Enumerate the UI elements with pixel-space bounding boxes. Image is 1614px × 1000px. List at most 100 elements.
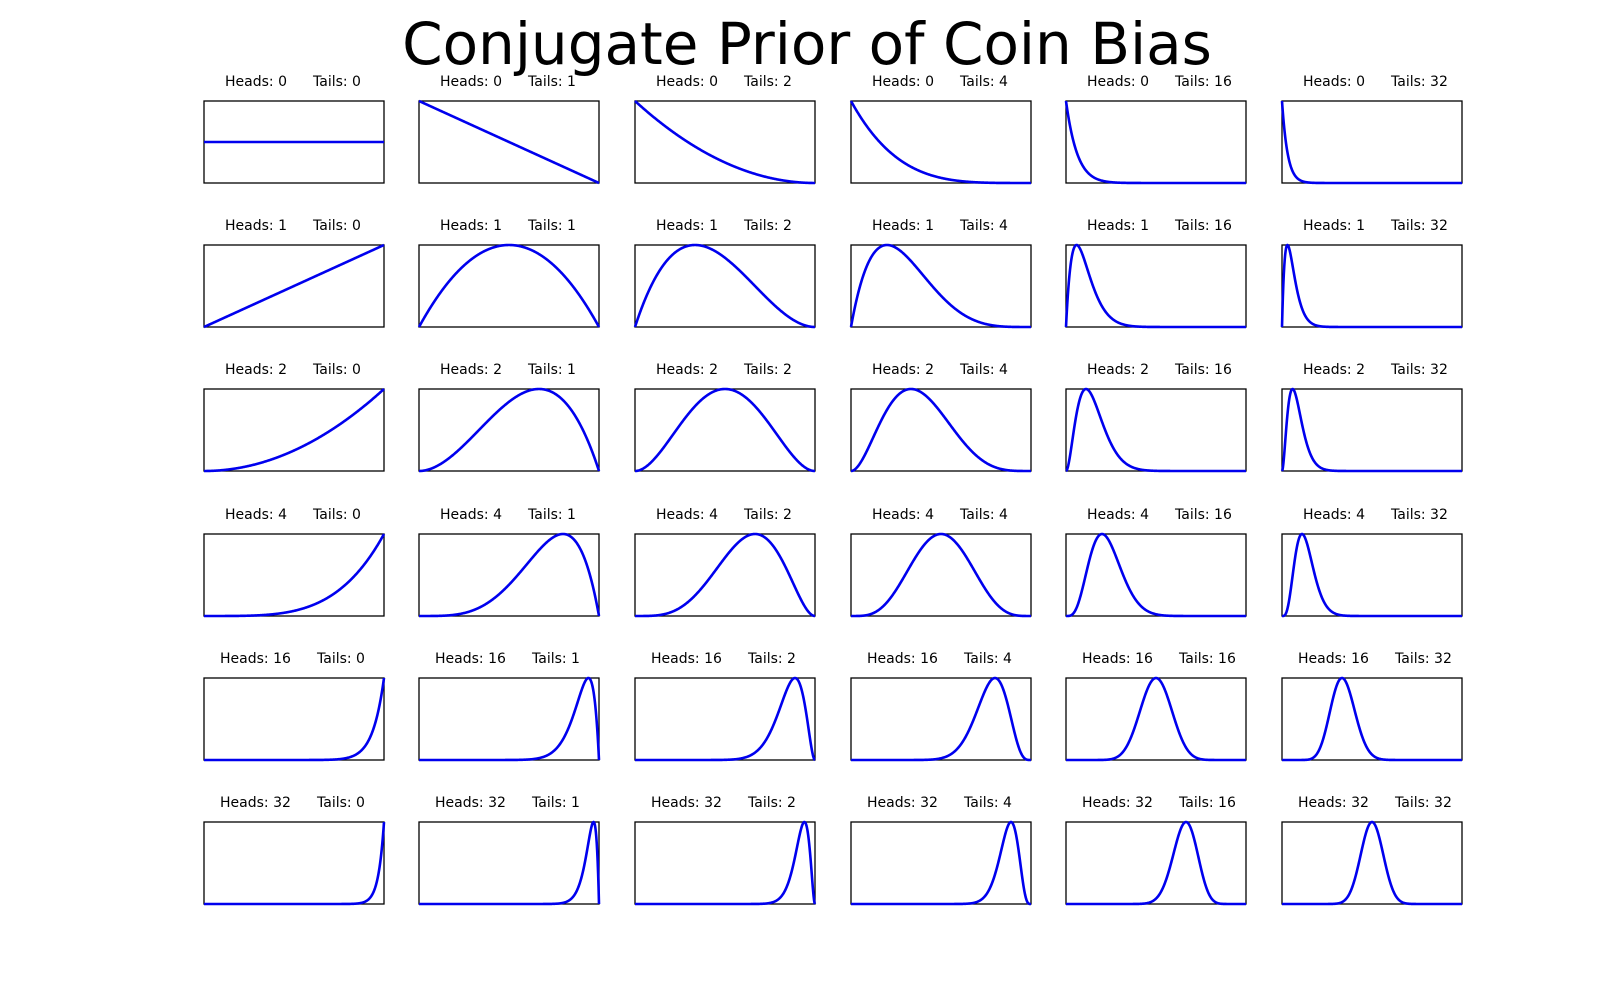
- panel: Heads: 16 Tails: 2: [634, 651, 816, 762]
- panel: Heads: 16 Tails: 0: [203, 651, 386, 762]
- panel-tails-label: Tails: 16: [1174, 74, 1232, 90]
- density-curve: [849, 100, 1032, 185]
- panel-heads-label: Heads: 0: [1303, 74, 1365, 90]
- panel-frame: [203, 388, 385, 472]
- panel-frame: [634, 388, 816, 472]
- density-curve: [850, 532, 1032, 618]
- density-curve: [634, 387, 816, 473]
- panel: Heads: 1 Tails: 16: [1064, 218, 1247, 329]
- panel-heads-label: Heads: 16: [867, 651, 938, 667]
- panel-tails-label: Tails: 4: [959, 507, 1008, 523]
- panel-frame: [1281, 821, 1463, 905]
- density-curve: [634, 676, 816, 762]
- panel: Heads: 4 Tails: 2: [634, 507, 816, 618]
- panel-tails-label: Tails: 0: [312, 218, 361, 234]
- density-curve: [203, 388, 385, 473]
- panel: Heads: 0 Tails: 2: [634, 74, 816, 185]
- panel-frame: [1065, 821, 1247, 905]
- panel-tails-label: Tails: 2: [743, 218, 792, 234]
- panel-tails-label: Tails: 32: [1390, 362, 1448, 378]
- density-curve: [1280, 100, 1463, 185]
- panel-frame: [1281, 388, 1463, 472]
- panel: Heads: 4 Tails: 4: [850, 507, 1032, 618]
- panel-heads-label: Heads: 4: [1303, 507, 1365, 523]
- panel-tails-label: Tails: 1: [531, 795, 580, 811]
- panel-heads-label: Heads: 1: [1303, 218, 1365, 234]
- panel-frame: [1281, 677, 1463, 761]
- panel: Heads: 2 Tails: 4: [850, 362, 1032, 473]
- panel-grid: Heads: 0 Tails: 0 Heads: 0 Tails: 1 Heads: 0…: [203, 74, 1463, 906]
- figure-title: Conjugate Prior of Coin Bias: [402, 10, 1212, 78]
- panel-tails-label: Tails: 4: [963, 651, 1012, 667]
- panel-heads-label: Heads: 16: [1298, 651, 1369, 667]
- panel-frame: [418, 533, 600, 617]
- panel-tails-label: Tails: 32: [1394, 651, 1452, 667]
- panel: Heads: 32 Tails: 2: [634, 795, 817, 906]
- panel: Heads: 1 Tails: 2: [633, 218, 816, 329]
- panel-frame: [418, 677, 600, 761]
- panel-heads-label: Heads: 4: [225, 507, 287, 523]
- panel: Heads: 1 Tails: 0: [203, 218, 385, 329]
- panel: Heads: 2 Tails: 1: [418, 362, 601, 473]
- density-curve: [633, 243, 816, 329]
- panel-frame: [1065, 388, 1247, 472]
- panel-heads-label: Heads: 4: [440, 507, 502, 523]
- panel-tails-label: Tails: 0: [312, 74, 361, 90]
- panel: Heads: 0 Tails: 32: [1280, 74, 1463, 185]
- panel: Heads: 16 Tails: 32: [1281, 651, 1463, 762]
- panel-tails-label: Tails: 2: [743, 74, 792, 90]
- density-curve: [418, 820, 601, 906]
- panel-heads-label: Heads: 0: [656, 74, 718, 90]
- panel: Heads: 4 Tails: 16: [1065, 507, 1247, 618]
- panel-frame: [1065, 244, 1247, 328]
- panel: Heads: 0 Tails: 1: [418, 74, 600, 185]
- panel-heads-label: Heads: 2: [1303, 362, 1365, 378]
- panel-heads-label: Heads: 32: [1298, 795, 1369, 811]
- panel-tails-label: Tails: 2: [747, 795, 796, 811]
- panel-tails-label: Tails: 4: [963, 795, 1012, 811]
- panel: Heads: 2 Tails: 16: [1065, 362, 1247, 473]
- panel-frame: [203, 821, 385, 905]
- density-curve: [203, 821, 386, 906]
- density-curve: [1280, 387, 1463, 473]
- panel: Heads: 16 Tails: 16: [1065, 651, 1247, 762]
- density-curve: [1065, 820, 1247, 906]
- density-curve: [634, 100, 816, 185]
- density-curve: [203, 243, 385, 329]
- panel-tails-label: Tails: 4: [959, 362, 1008, 378]
- panel-tails-label: Tails: 0: [312, 507, 361, 523]
- density-curve: [849, 243, 1032, 329]
- panel-tails-label: Tails: 32: [1390, 507, 1448, 523]
- panel-tails-label: Tails: 0: [316, 795, 365, 811]
- density-curve: [1280, 243, 1463, 329]
- panel: Heads: 32 Tails: 16: [1065, 795, 1247, 906]
- panel-tails-label: Tails: 1: [527, 362, 576, 378]
- panel-heads-label: Heads: 2: [656, 362, 718, 378]
- panel-tails-label: Tails: 1: [527, 507, 576, 523]
- panel-heads-label: Heads: 2: [225, 362, 287, 378]
- panel-frame: [1281, 533, 1463, 617]
- density-curve: [1281, 676, 1463, 762]
- panel-tails-label: Tails: 0: [316, 651, 365, 667]
- panel-frame: [418, 244, 600, 328]
- panel: Heads: 1 Tails: 32: [1280, 218, 1463, 329]
- panel-heads-label: Heads: 1: [656, 218, 718, 234]
- panel: Heads: 32 Tails: 1: [418, 795, 601, 906]
- panel-frame: [850, 821, 1032, 905]
- panel-heads-label: Heads: 1: [872, 218, 934, 234]
- panel: Heads: 0 Tails: 4: [849, 74, 1032, 185]
- density-curve: [634, 820, 817, 906]
- panel: Heads: 1 Tails: 1: [417, 218, 601, 328]
- panel-frame: [850, 533, 1032, 617]
- panel: Heads: 2 Tails: 32: [1280, 362, 1463, 473]
- panel-heads-label: Heads: 1: [1087, 218, 1149, 234]
- density-curve: [850, 387, 1032, 473]
- panel-tails-label: Tails: 1: [527, 218, 576, 234]
- panel: Heads: 4 Tails: 0: [203, 507, 386, 618]
- panel: Heads: 0 Tails: 0: [203, 74, 385, 184]
- panel-heads-label: Heads: 32: [220, 795, 291, 811]
- panel-tails-label: Tails: 16: [1174, 362, 1232, 378]
- density-curve: [1064, 243, 1247, 329]
- panel-heads-label: Heads: 0: [1087, 74, 1149, 90]
